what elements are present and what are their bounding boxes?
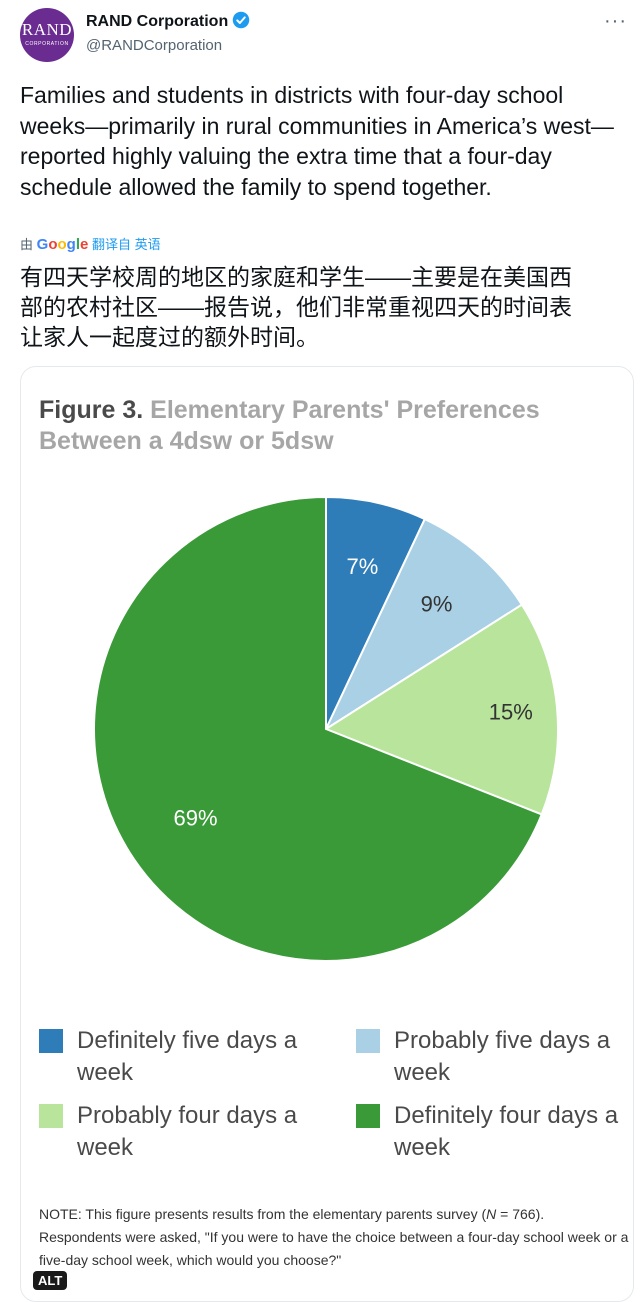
pie-slice [323,517,524,732]
pie-slice [93,495,544,962]
more-options-icon[interactable]: ··· [604,10,627,32]
translate-prefix: 由 [20,237,34,252]
pie-slice [325,495,427,730]
figure-title: Figure 3. Elementary Parents' Preference… [39,395,619,457]
legend-label: Definitely four days a week [394,1102,619,1161]
tweet-header: RAND CORPORATION RAND Corporation @RANDC… [0,0,640,70]
google-logo-icon: Google [36,236,89,253]
legend-swatch [356,1104,380,1128]
pie-slice-label: 9% [421,592,453,617]
legend-swatch [39,1104,63,1128]
translate-source-link[interactable]: 翻译自 英语 [91,237,161,252]
legend-label: Probably four days a week [77,1102,298,1161]
pie-slice-label: 15% [489,700,533,725]
tweet-text: Families and students in districts with … [20,82,614,200]
pie-slice-label: 7% [347,554,379,579]
translation-attribution: 由 Google 翻译自 英语 [20,234,161,253]
translated-text: 有四天学校周的地区的家庭和学生——主要是在美国西 部的农村社区——报告说，他们非… [20,264,572,350]
avatar-logo-text: RAND [21,20,73,39]
pie-chart: 7% 9% 15% 69% [93,495,559,962]
pie-slice-label: 69% [173,806,217,831]
author-handle[interactable]: @RANDCorporation [86,37,223,54]
author-name-text: RAND Corporation [86,13,229,30]
figure-note: NOTE: This figure presents results from … [39,1203,629,1272]
legend-label: Probably five days a week [394,1027,611,1086]
legend-swatch [356,1029,380,1053]
author-name[interactable]: RAND Corporation [86,12,250,31]
pie-slice [323,603,559,816]
avatar[interactable]: RAND CORPORATION [20,8,74,62]
legend-label: Definitely five days a week [77,1027,298,1086]
legend-swatch [39,1029,63,1053]
verified-badge-icon [232,12,250,29]
alt-text-badge[interactable]: ALT [33,1271,68,1290]
avatar-logo-subtext: CORPORATION [25,41,69,47]
tweet-image-card[interactable]: Figure 3. Elementary Parents' Preference… [20,366,634,1302]
note-n: N [486,1206,497,1222]
note-prefix: NOTE: This figure presents results from … [39,1206,487,1222]
figure-title-text: Elementary Parents' Preferences Between … [39,396,540,455]
figure-label: Figure 3. [39,396,144,424]
note-suffix: = 766). Respondents were asked, "If you … [39,1206,629,1268]
